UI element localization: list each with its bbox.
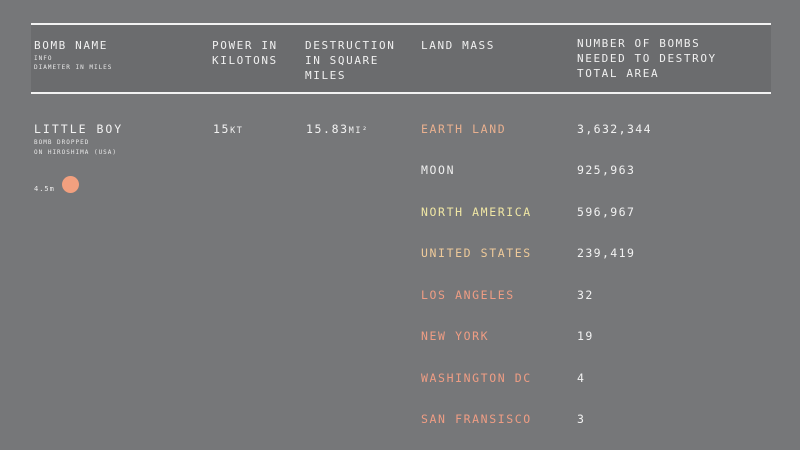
bomb-name: LITTLE BOY [34, 122, 124, 136]
header-diameter: DIAMETER IN MILES [34, 64, 113, 71]
land-row-3: UNITED STATES [421, 246, 532, 260]
count-row-7: 3 [577, 412, 586, 426]
land-row-0: EARTH LAND [421, 122, 507, 136]
table-header [31, 23, 771, 94]
count-row-0: 3,632,344 [577, 122, 652, 136]
count-row-2: 596,967 [577, 205, 636, 219]
destruction-value: 15.83mi² [306, 122, 369, 136]
header-number-of-bombs: NUMBER OF BOMBS NEEDED TO DESTROY TOTAL … [577, 37, 717, 80]
power-unit: kt [230, 126, 244, 136]
land-row-5: NEW YORK [421, 329, 490, 343]
header-bomb-name: BOMB NAME [34, 39, 109, 52]
count-row-5: 19 [577, 329, 594, 343]
header-power: POWER IN KILOTONS [212, 39, 278, 67]
land-row-4: LOS ANGELES [421, 288, 515, 302]
count-row-4: 32 [577, 288, 594, 302]
land-row-2: NORTH AMERICA [421, 205, 532, 219]
count-row-3: 239,419 [577, 246, 636, 260]
land-row-1: MOON [421, 163, 456, 177]
count-row-6: 4 [577, 371, 586, 385]
diameter-label: 4.5m [34, 185, 55, 193]
destruction-unit: mi² [348, 126, 369, 136]
diameter-dot [62, 176, 79, 193]
power-value: 15kt [213, 122, 244, 136]
header-destruction: DESTRUCTION IN SQUARE MILES [305, 39, 396, 82]
header-info: INFO [34, 55, 53, 62]
land-row-7: SAN FRANSISCO [421, 412, 532, 426]
header-land-mass: LAND MASS [421, 39, 496, 52]
power-number: 15 [213, 122, 231, 136]
land-row-6: WASHINGTON DC [421, 371, 532, 385]
destruction-number: 15.83 [306, 122, 349, 136]
count-row-1: 925,963 [577, 163, 636, 177]
bomb-note: BOMB DROPPED ON HIROSHIMA (USA) [34, 139, 118, 156]
